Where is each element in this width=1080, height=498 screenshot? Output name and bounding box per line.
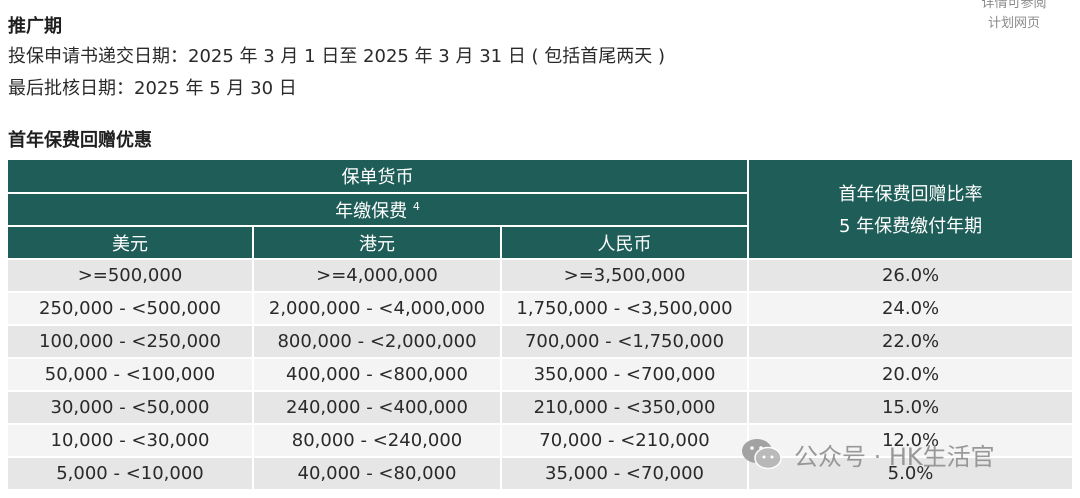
usd-range: >=500,000 — [8, 260, 254, 293]
rmb-range: 1,750,000 - <3,500,000 — [502, 293, 750, 326]
rmb-range: 700,000 - <1,750,000 — [502, 326, 750, 359]
watermark: 公众号 · HK生活官 — [740, 434, 995, 474]
policy-currency-header: 保单货币 — [8, 160, 750, 194]
rebate-rate: 15.0% — [749, 392, 1073, 425]
rebate-rate-label: 首年保费回赠比率 — [838, 184, 983, 205]
hkd-range: 240,000 - <400,000 — [254, 392, 502, 425]
usd-range: 100,000 - <250,000 — [8, 326, 254, 359]
rmb-range: 70,000 - <210,000 — [502, 425, 750, 458]
table-row: 10,000 - <30,000 80,000 - <240,000 70,00… — [8, 425, 1073, 458]
application-period: 投保申请书递交日期：2025 年 3 月 1 日至 2025 年 3 月 31 … — [8, 46, 666, 67]
table-row: >=500,000 >=4,000,000 >=3,500,000 26.0% — [8, 260, 1073, 293]
usd-range: 10,000 - <30,000 — [8, 425, 254, 458]
annual-premium-label: 年缴保费 — [335, 200, 408, 222]
footnote-marker: 4 — [412, 199, 420, 213]
side-note-line: 详情可参阅 — [981, 0, 1047, 11]
currency-header-hkd: 港元 — [254, 227, 502, 260]
rmb-range: >=3,500,000 — [502, 260, 750, 293]
side-note: 详情可参阅 计划网页 — [974, 0, 1054, 34]
rebate-rate: 20.0% — [749, 359, 1073, 392]
promotion-title: 推广期 — [8, 16, 62, 37]
table-row: 30,000 - <50,000 240,000 - <400,000 210,… — [8, 392, 1073, 425]
hkd-range: 80,000 - <240,000 — [254, 425, 502, 458]
table-row: 250,000 - <500,000 2,000,000 - <4,000,00… — [8, 293, 1073, 326]
hkd-range: 40,000 - <80,000 — [254, 458, 502, 491]
wechat-icon — [742, 439, 782, 470]
payment-term-label: 5 年保费缴付年期 — [838, 216, 983, 237]
hkd-range: 2,000,000 - <4,000,000 — [254, 293, 502, 326]
watermark-text: 公众号 · HK生活官 — [794, 442, 995, 471]
rebate-rate: 12.0% — [749, 425, 1073, 458]
rebate-rate: 26.0% — [749, 260, 1073, 293]
hkd-range: 800,000 - <2,000,000 — [254, 326, 502, 359]
rebate-rate: 24.0% — [749, 293, 1073, 326]
rmb-range: 350,000 - <700,000 — [502, 359, 750, 392]
hkd-range: >=4,000,000 — [254, 260, 502, 293]
annual-premium-header: 年缴保费 4 — [8, 194, 750, 227]
rmb-range: 210,000 - <350,000 — [502, 392, 750, 425]
rebate-rate-header: 首年保费回赠比率 5 年保费缴付年期 — [749, 160, 1073, 260]
usd-range: 5,000 - <10,000 — [8, 458, 254, 491]
table-row: 100,000 - <250,000 800,000 - <2,000,000 … — [8, 326, 1073, 359]
table-row: 50,000 - <100,000 400,000 - <800,000 350… — [8, 359, 1073, 392]
rebate-rate: 5.0% — [749, 458, 1073, 491]
usd-range: 50,000 - <100,000 — [8, 359, 254, 392]
rmb-range: 35,000 - <70,000 — [502, 458, 750, 491]
currency-header-rmb: 人民币 — [502, 227, 750, 260]
usd-range: 250,000 - <500,000 — [8, 293, 254, 326]
rebate-rate: 22.0% — [749, 326, 1073, 359]
currency-header-usd: 美元 — [8, 227, 254, 260]
table-row: 5,000 - <10,000 40,000 - <80,000 35,000 … — [8, 458, 1073, 491]
hkd-range: 400,000 - <800,000 — [254, 359, 502, 392]
approval-date: 最后批核日期：2025 年 5 月 30 日 — [8, 78, 297, 99]
side-note-line: 计划网页 — [987, 16, 1040, 31]
usd-range: 30,000 - <50,000 — [8, 392, 254, 425]
rebate-title: 首年保费回赠优惠 — [8, 130, 152, 151]
rebate-table: 保单货币 首年保费回赠比率 5 年保费缴付年期 年缴保费 4 美元 港元 人民币… — [8, 160, 1073, 491]
